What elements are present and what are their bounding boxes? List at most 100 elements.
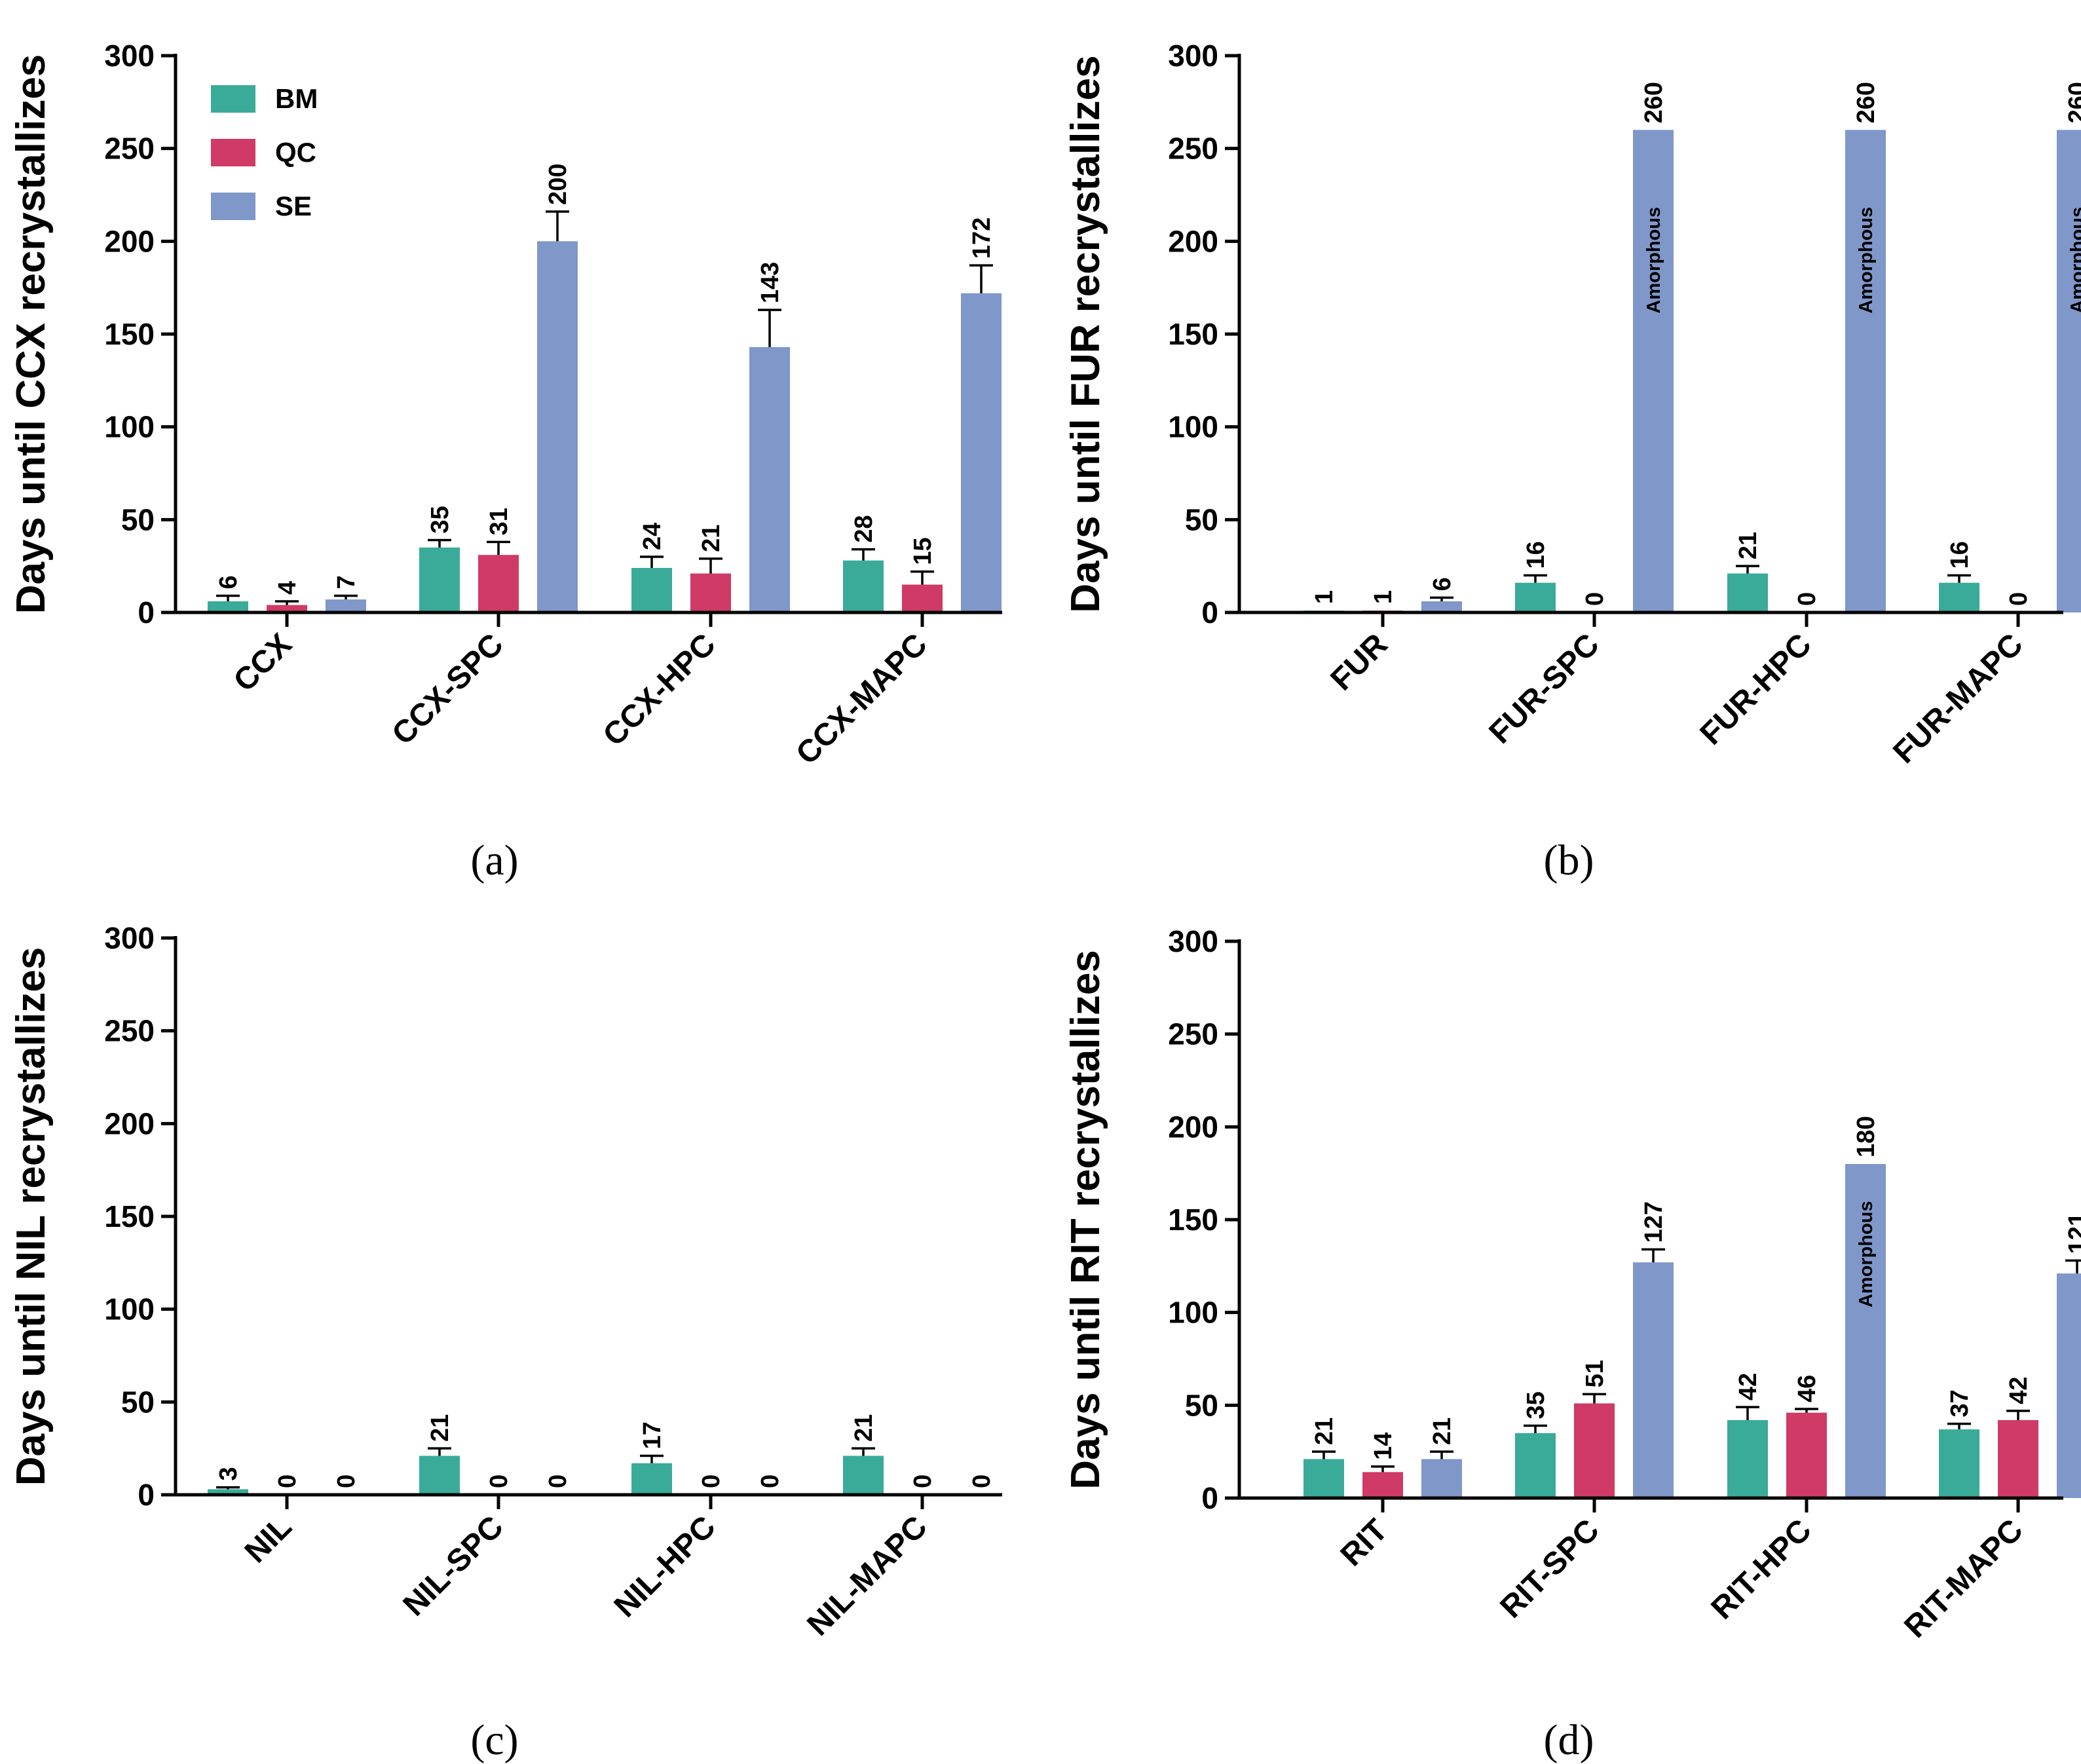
bar	[478, 555, 519, 612]
data-label: 17	[639, 1421, 666, 1449]
data-label: 0	[333, 1474, 360, 1488]
data-label: 16	[1522, 541, 1550, 569]
bar	[2057, 1273, 2081, 1498]
y-tick-label: 300	[1168, 39, 1218, 73]
y-tick-label: 200	[1168, 224, 1218, 258]
y-axis-title: Days until RIT recrystallizes	[1063, 950, 1108, 1490]
y-tick-label: 150	[1168, 1203, 1218, 1237]
data-label: 0	[757, 1474, 784, 1488]
bar	[631, 568, 672, 612]
data-label: 0	[698, 1474, 725, 1488]
data-label: 121	[2064, 1212, 2081, 1254]
data-label: 0	[544, 1474, 572, 1488]
bar	[1303, 1459, 1344, 1498]
legend-swatch	[211, 85, 255, 113]
category-label: NIL	[238, 1509, 299, 1569]
data-label: 200	[544, 164, 572, 205]
bar	[631, 1463, 672, 1495]
data-label: 24	[639, 523, 666, 550]
category-label: FUR-MAPC	[1886, 627, 2029, 770]
y-tick-label: 250	[104, 132, 155, 166]
y-tick-label: 200	[104, 224, 155, 258]
data-label: 1	[1311, 590, 1338, 604]
y-tick-label: 300	[1168, 924, 1218, 958]
data-label: 16	[1946, 541, 1974, 569]
panel-label: (d)	[1544, 1716, 1594, 1764]
panel-c: 3 21 17 21 0 0 0 0 0 0 0 0 0 50 100 150 200 250 300 NIL NIL-…	[9, 921, 1002, 1764]
data-label: 21	[850, 1414, 878, 1442]
bar	[843, 560, 884, 612]
y-tick-label: 100	[104, 1292, 155, 1326]
panel-b: 116 21 161 0 0 06260Amorphous260Amorphous260A…	[1063, 39, 2081, 884]
bar	[1362, 1472, 1403, 1498]
bar	[1845, 130, 1886, 613]
data-label: 0	[1581, 592, 1609, 606]
bar	[1727, 1420, 1768, 1498]
panel-a: 6 35 24 28 4 31 21 15 7 200 143 172 0 50 100 150 200 250 3…	[9, 39, 1002, 884]
y-tick-label: 50	[1185, 1388, 1218, 1422]
bar	[902, 584, 943, 612]
category-label: FUR-SPC	[1482, 627, 1605, 750]
data-label: 21	[698, 525, 725, 552]
y-tick-label: 100	[1168, 1296, 1218, 1330]
category-label: RIT-MAPC	[1898, 1512, 2030, 1645]
data-label: 42	[2005, 1377, 2033, 1404]
y-tick-label: 300	[104, 921, 155, 955]
bar	[1998, 1420, 2038, 1498]
panel-label: (a)	[470, 836, 518, 884]
bar	[1515, 582, 1556, 612]
bar	[1633, 130, 1674, 613]
y-tick-label: 0	[1201, 595, 1218, 629]
bar	[1727, 573, 1768, 612]
amorphous-annotation: Amorphous	[2067, 207, 2081, 314]
bar	[326, 599, 366, 612]
legend-label: QC	[275, 137, 316, 168]
bar	[208, 1489, 248, 1495]
data-label: 3	[215, 1467, 242, 1481]
legend-swatch	[211, 193, 255, 220]
data-label: 4	[274, 581, 301, 595]
panel-d: 21 35 42 37 14 51 46 42 21 127 180 Amorphous 121 0 50 1…	[1063, 924, 2081, 1764]
y-tick-label: 300	[104, 39, 155, 73]
bar	[690, 573, 731, 612]
legend-label: BM	[275, 83, 318, 114]
bar	[1939, 1429, 1979, 1498]
y-tick-label: 250	[104, 1014, 155, 1048]
y-tick-label: 50	[121, 1385, 155, 1419]
bar	[537, 241, 578, 612]
y-tick-label: 150	[104, 1199, 155, 1233]
y-tick-label: 250	[1168, 132, 1218, 166]
category-label: CCX-SPC	[386, 627, 510, 751]
amorphous-annotation: Amorphous	[1856, 1201, 1877, 1307]
data-label: 0	[1793, 592, 1821, 606]
legend: BM QC SE	[211, 83, 318, 221]
category-label: NIL-SPC	[397, 1509, 510, 1623]
y-tick-label: 0	[138, 595, 155, 629]
panel-label: (b)	[1544, 836, 1594, 884]
panel-label: (c)	[470, 1716, 518, 1764]
category-label: RIT	[1334, 1512, 1395, 1573]
data-label: 21	[426, 1414, 454, 1442]
y-tick-label: 50	[121, 502, 155, 536]
y-tick-label: 150	[1168, 317, 1218, 351]
data-label: 31	[485, 508, 513, 535]
data-label: 0	[485, 1474, 513, 1488]
y-tick-label: 250	[1168, 1017, 1218, 1051]
data-label: 6	[215, 575, 242, 589]
category-label: RIT-SPC	[1493, 1512, 1605, 1624]
data-label: 7	[333, 575, 360, 589]
bar	[419, 547, 460, 612]
data-label: 180	[1852, 1116, 1880, 1157]
bar	[843, 1455, 884, 1495]
data-label: 260	[2064, 82, 2081, 123]
data-label: 0	[2005, 592, 2033, 606]
data-label: 6	[1429, 577, 1456, 591]
bar	[2057, 130, 2081, 613]
data-label: 14	[1370, 1433, 1397, 1460]
data-label: 46	[1793, 1375, 1821, 1402]
bar	[1845, 1164, 1886, 1498]
y-axis-title: Days until NIL recrystallizes	[9, 947, 54, 1486]
y-tick-label: 0	[138, 1478, 155, 1512]
bar	[1421, 601, 1462, 612]
category-label: CCX-HPC	[597, 627, 722, 753]
